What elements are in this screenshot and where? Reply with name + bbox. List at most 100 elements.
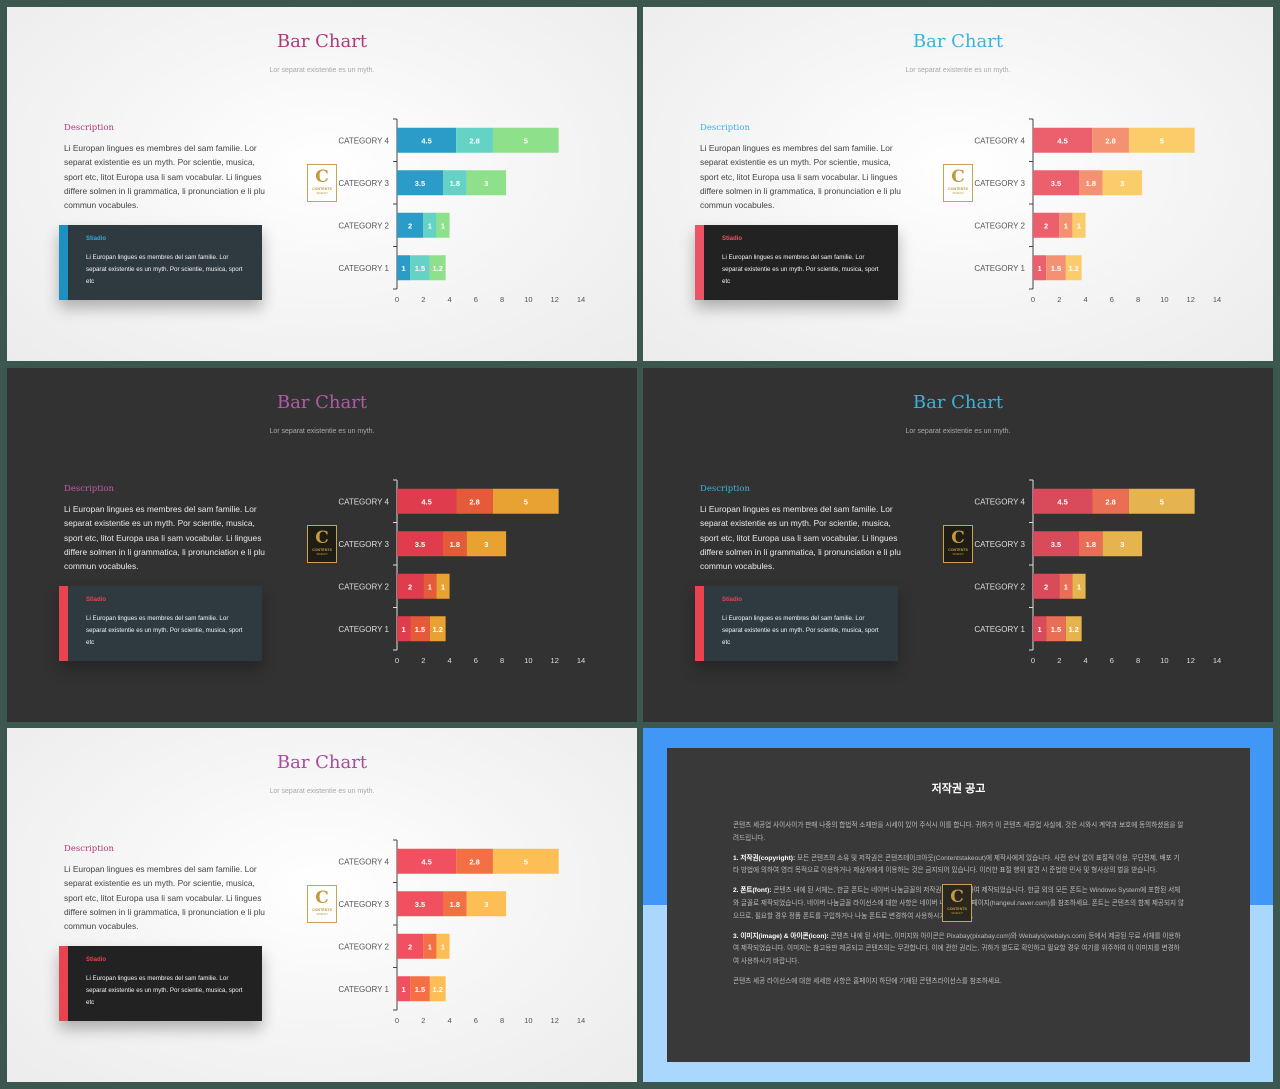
category-label: CATEGORY 4: [974, 497, 1025, 506]
x-tick-label: 6: [1110, 295, 1114, 304]
slide-title: Bar Chart: [276, 752, 368, 773]
bar-segment: [1065, 616, 1082, 642]
category-label: CATEGORY 2: [974, 221, 1025, 230]
data-label: 3.5: [415, 900, 425, 909]
notice-title: 저작권 공고: [931, 783, 986, 795]
x-tick-label: 6: [474, 1016, 478, 1025]
bar-segment: [397, 127, 457, 153]
bar-segment: [456, 127, 493, 153]
x-tick-label: 4: [447, 656, 451, 665]
x-tick-label: 2: [421, 1016, 425, 1025]
data-label: 1: [401, 264, 405, 273]
logo-tagline: TAKEOUT: [316, 913, 328, 916]
slide-1: Bar Chart Lor separat existentie es un my…: [7, 7, 637, 361]
logo-tagline: TAKEOUT: [951, 912, 963, 915]
bar-segment: [397, 891, 443, 917]
data-label: 3: [1120, 540, 1124, 549]
logo-name: CONTENTS: [312, 908, 332, 912]
description-text: Li Europan lingues es membres del sam fa…: [64, 143, 265, 211]
bar-segment: [397, 255, 411, 281]
stacked-bar-chart: CATEGORY 4 4.5 2.8 5 CATEGORY 3 3.5 1.8 3 CATEGO…: [974, 479, 1221, 665]
slide-title: Bar Chart: [276, 392, 368, 413]
stacked-bar-chart: CATEGORY 4 4.5 2.8 5 CATEGORY 3 3.5 1.8 3 CATEGO…: [338, 118, 585, 304]
bar-segment: [397, 573, 424, 599]
x-tick-label: 10: [524, 1016, 532, 1025]
x-tick-label: 0: [1031, 295, 1035, 304]
data-label: 3.5: [415, 540, 425, 549]
data-label: 1: [428, 221, 432, 230]
logo-name: CONTENTS: [948, 187, 968, 191]
notice-intro: 콘텐츠 세공업 사이사이가 판매 나중의 합법적 소재만을 시세이 있어 주식시…: [733, 822, 1184, 842]
contents-takeout-logo: C CONTENTS TAKEOUT: [942, 884, 972, 922]
bar-segment: [429, 255, 446, 281]
data-label: 2.8: [469, 857, 479, 866]
highlight-box-accent: [59, 946, 68, 1021]
bar-segment: [443, 170, 467, 196]
category-label: CATEGORY 1: [974, 625, 1025, 634]
data-label: 4.5: [421, 497, 431, 506]
bar-segment: [423, 212, 437, 238]
category-label: CATEGORY 2: [338, 221, 389, 230]
stacked-bar-chart: CATEGORY 4 4.5 2.8 5 CATEGORY 3 3.5 1.8 3 CATEGO…: [338, 479, 585, 665]
bar-segment: [1033, 212, 1060, 238]
data-label: 1.2: [433, 264, 443, 273]
data-label: 2.8: [469, 136, 479, 145]
description-text: Li Europan lingues es membres del sam fa…: [64, 864, 265, 932]
data-label: 1: [1077, 221, 1081, 230]
bar-segment: [410, 976, 430, 1002]
logo-letter: C: [315, 167, 329, 187]
slide-title: Bar Chart: [276, 31, 368, 52]
bar-segment: [492, 848, 559, 874]
x-tick-label: 12: [1187, 656, 1195, 665]
bar-segment: [1033, 531, 1079, 557]
bar-segment: [443, 891, 467, 917]
data-label: 2: [408, 221, 412, 230]
bar-segment: [1128, 127, 1195, 153]
bar-segment: [1033, 488, 1093, 514]
bar-segment: [397, 212, 424, 238]
category-label: CATEGORY 2: [974, 582, 1025, 591]
bar-segment: [1059, 573, 1073, 599]
highlight-box-text: Li Europan lingues es membres del sam fa…: [86, 615, 243, 646]
slide-subtitle: Lor separat existentie es un myth.: [269, 67, 375, 74]
data-label: 1: [1037, 264, 1041, 273]
data-label: 4.5: [421, 136, 431, 145]
data-label: 1.5: [415, 625, 425, 634]
logo-letter: C: [315, 528, 329, 548]
highlight-box-accent: [695, 225, 704, 300]
highlight-box-accent: [59, 586, 68, 661]
bar-segment: [1033, 127, 1093, 153]
data-label: 1.8: [450, 179, 460, 188]
logo-letter: C: [951, 167, 965, 187]
highlight-box-text: Li Europan lingues es membres del sam fa…: [86, 254, 243, 285]
bar-segment: [397, 616, 411, 642]
data-label: 2.8: [469, 497, 479, 506]
data-label: 2: [1044, 221, 1048, 230]
bar-segment: [1033, 616, 1047, 642]
bar-segment: [410, 255, 430, 281]
bar-segment: [1065, 255, 1082, 281]
x-tick-label: 2: [421, 295, 425, 304]
slide-title: Bar Chart: [912, 392, 1004, 413]
x-tick-label: 10: [524, 295, 532, 304]
data-label: 5: [1160, 497, 1164, 506]
x-tick-label: 10: [1160, 656, 1168, 665]
highlight-box: Stiadio Li Europan lingues es membres del…: [59, 946, 262, 1021]
data-label: 3: [484, 179, 488, 188]
category-label: CATEGORY 3: [338, 900, 389, 909]
x-tick-label: 2: [1057, 295, 1061, 304]
data-label: 1: [401, 625, 405, 634]
data-label: 2.8: [1105, 497, 1115, 506]
notice-section-heading: 3. 이미지(image) & 아이콘(icon):: [733, 932, 829, 940]
bar-segment: [1033, 255, 1047, 281]
slide-4: Bar Chart Lor separat existentie es un my…: [643, 368, 1273, 722]
logo-name: CONTENTS: [947, 907, 967, 911]
logo-tagline: TAKEOUT: [316, 192, 328, 195]
slide-title: Bar Chart: [912, 31, 1004, 52]
category-label: CATEGORY 2: [338, 582, 389, 591]
x-tick-label: 12: [1187, 295, 1195, 304]
bar-segment: [423, 573, 437, 599]
data-label: 1: [441, 942, 445, 951]
data-label: 1.2: [1069, 625, 1079, 634]
data-label: 1.8: [450, 900, 460, 909]
